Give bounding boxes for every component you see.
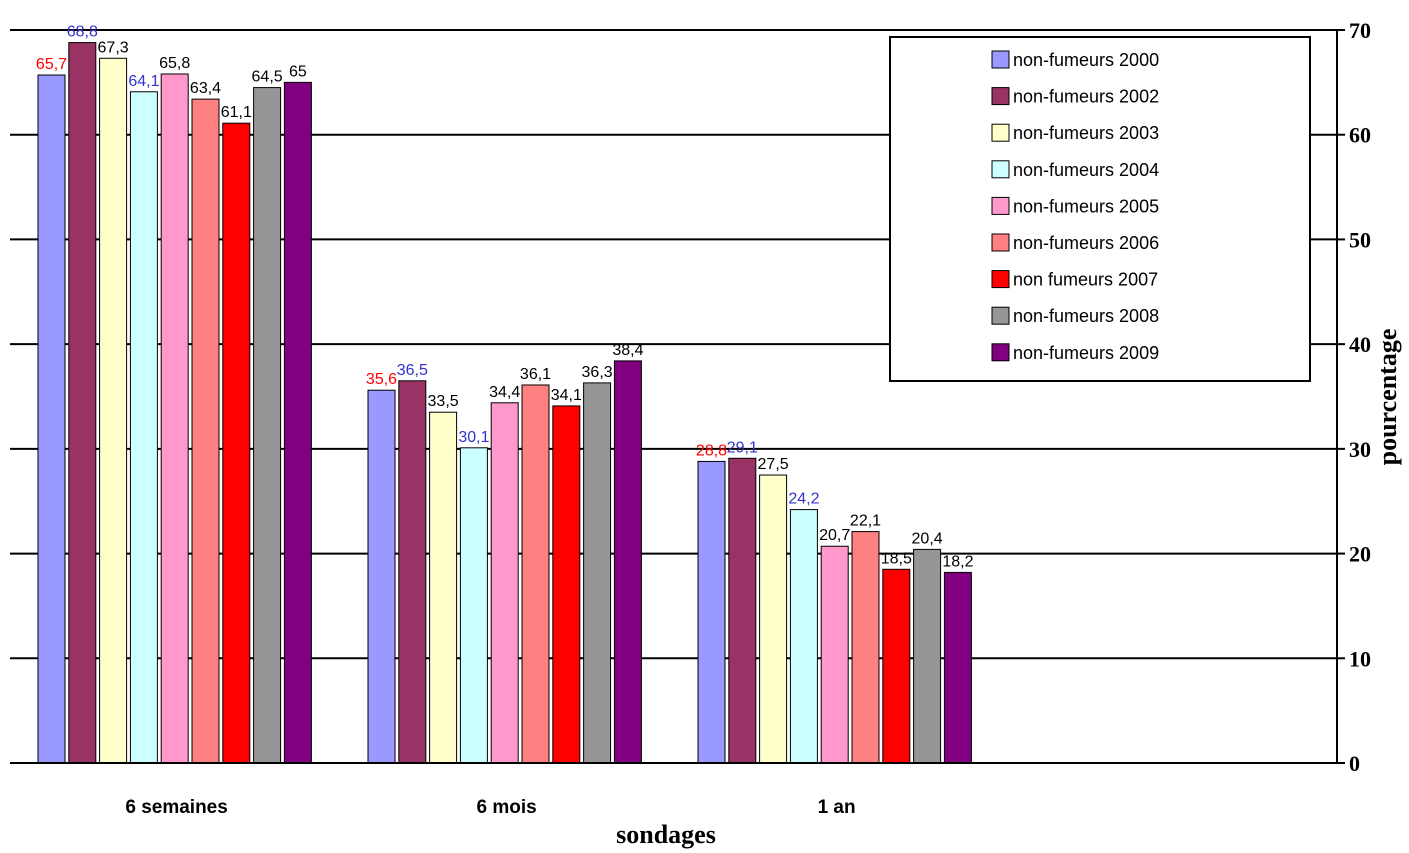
bar (552, 405, 581, 764)
bar (613, 360, 642, 764)
bar (429, 411, 458, 764)
data-label: 36,3 (582, 364, 613, 381)
bar (521, 384, 550, 764)
y-tick-label: 50 (1349, 227, 1371, 252)
y-tick-label: 10 (1349, 646, 1371, 671)
data-label: 36,1 (520, 366, 551, 383)
y-tick-label: 60 (1349, 123, 1371, 148)
y-tick-label: 40 (1349, 332, 1371, 357)
value-axis: 0 10 20 30 40 50 60 70 (10, 18, 1371, 776)
data-label: 34,4 (489, 384, 520, 401)
bar (68, 42, 97, 764)
bar (37, 74, 66, 764)
data-label: 36,5 (397, 362, 428, 379)
legend-label: non-fumeurs 2008 (1013, 306, 1159, 326)
category-label: 6 semaines (125, 797, 227, 818)
data-label: 65 (289, 63, 307, 80)
bar (583, 382, 612, 764)
legend-label: non-fumeurs 2006 (1013, 233, 1159, 253)
data-label: 29,1 (727, 439, 758, 456)
y-tick-label: 0 (1349, 751, 1360, 776)
bar (728, 457, 757, 764)
bar (759, 474, 788, 764)
legend-label: non-fumeurs 2005 (1013, 196, 1159, 216)
data-label: 34,1 (551, 387, 582, 404)
data-label: 20,4 (912, 530, 943, 547)
legend-label: non-fumeurs 2004 (1013, 160, 1159, 180)
bars (37, 42, 972, 764)
legend-swatch (991, 50, 1010, 69)
data-label: 35,6 (366, 371, 397, 388)
category-label: 1 an (818, 797, 856, 818)
bar (789, 509, 818, 764)
legend-swatch (991, 343, 1010, 362)
data-label: 64,1 (128, 73, 159, 90)
legend-swatch (991, 196, 1010, 215)
data-label: 65,8 (159, 55, 190, 72)
data-label: 67,3 (98, 39, 129, 56)
bar (99, 57, 128, 764)
legend-box (889, 36, 1311, 382)
bar (820, 545, 849, 764)
data-label: 68,8 (67, 24, 98, 41)
data-label: 61,1 (221, 104, 252, 121)
data-label: 63,4 (190, 80, 221, 97)
data-label: 38,4 (612, 342, 643, 359)
y-tick-label: 70 (1349, 18, 1371, 43)
legend-label: non-fumeurs 2003 (1013, 123, 1159, 143)
legend-swatch (991, 87, 1010, 106)
bar (191, 98, 220, 764)
bar (697, 460, 726, 764)
bar (459, 447, 488, 764)
legend-swatch (991, 123, 1010, 142)
bar (283, 81, 312, 764)
legend-label: non fumeurs 2007 (1013, 270, 1158, 290)
data-label: 33,5 (428, 393, 459, 410)
bar (222, 122, 251, 764)
legend-swatch (991, 306, 1010, 325)
bar (253, 87, 282, 764)
category-axis: 6 semaines 6 mois 1 an (125, 797, 855, 818)
data-label: 18,2 (942, 553, 973, 570)
y-tick-label: 20 (1349, 542, 1371, 567)
data-label: 27,5 (758, 456, 789, 473)
bar (129, 91, 158, 764)
legend-label: non-fumeurs 2000 (1013, 50, 1159, 70)
bar (490, 402, 519, 764)
data-label: 20,7 (819, 527, 850, 544)
bar (851, 531, 880, 764)
data-labels: 65,768,867,364,165,863,461,164,5 6535,636… (36, 24, 974, 571)
legend-swatch (991, 270, 1010, 289)
category-label: 6 mois (476, 797, 536, 818)
bar (160, 73, 189, 764)
data-label: 22,1 (850, 513, 881, 530)
data-label: 64,5 (252, 69, 283, 86)
bar (913, 548, 942, 764)
bar (398, 380, 427, 764)
x-axis-title: sondages (616, 820, 716, 849)
legend: non-fumeurs 2000 non-fumeurs 2002 non-fume… (889, 36, 1311, 382)
data-label: 30,1 (458, 429, 489, 446)
data-label: 24,2 (788, 491, 819, 508)
y-axis-title: pourcentage (1373, 329, 1402, 466)
legend-swatch (991, 160, 1010, 179)
bar (882, 568, 911, 764)
legend-label: non-fumeurs 2002 (1013, 87, 1159, 107)
y-tick-label: 30 (1349, 437, 1371, 462)
data-label: 28,8 (696, 442, 727, 459)
bar (943, 571, 972, 764)
data-label: 18,5 (881, 550, 912, 567)
legend-label: non-fumeurs 2009 (1013, 343, 1159, 363)
bar (367, 389, 396, 764)
legend-swatch (991, 233, 1010, 252)
data-label: 65,7 (36, 56, 67, 73)
